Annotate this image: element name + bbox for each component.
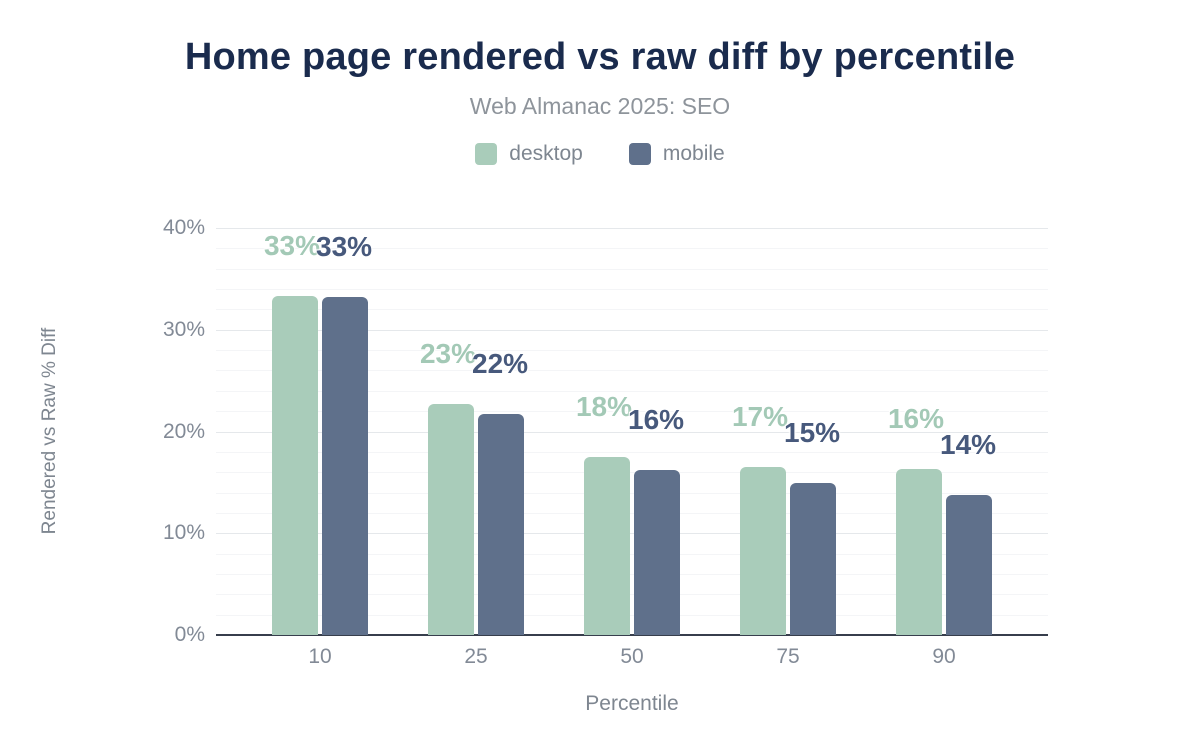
bar-label-desktop: 16% bbox=[887, 403, 944, 435]
bar-desktop[interactable] bbox=[896, 469, 942, 635]
gridline-minor bbox=[216, 553, 1048, 555]
bar-desktop[interactable] bbox=[584, 456, 630, 635]
bar-label-desktop: 17% bbox=[731, 401, 788, 433]
bar-label-mobile: 15% bbox=[784, 417, 841, 449]
desktop-swatch-icon bbox=[475, 143, 498, 165]
bar-label-desktop: 23% bbox=[419, 338, 476, 370]
bar-label-mobile: 14% bbox=[940, 428, 997, 460]
y-tick-label: 10% bbox=[162, 521, 205, 545]
gridline-minor bbox=[216, 370, 1048, 372]
gridline-minor bbox=[216, 309, 1048, 311]
x-axis-line bbox=[216, 634, 1048, 636]
y-tick-label: 30% bbox=[162, 317, 205, 341]
bar-label-mobile: 22% bbox=[472, 348, 529, 380]
gridline-minor bbox=[216, 614, 1048, 616]
bar-desktop[interactable] bbox=[428, 404, 474, 635]
gridline-major bbox=[216, 329, 1048, 331]
bar-desktop[interactable] bbox=[740, 467, 786, 635]
bar-mobile[interactable] bbox=[634, 470, 680, 635]
gridline-minor bbox=[216, 390, 1048, 392]
legend-label-mobile: mobile bbox=[662, 142, 725, 165]
gridline-minor bbox=[216, 248, 1048, 250]
gridline-minor bbox=[216, 472, 1048, 474]
y-tick-label: 40% bbox=[162, 216, 205, 239]
chart-subtitle: Web Almanac 2025: SEO bbox=[469, 93, 731, 119]
gridline-minor bbox=[216, 594, 1048, 596]
x-tick-label: 90 bbox=[932, 645, 956, 668]
x-tick-label: 25 bbox=[464, 645, 488, 668]
gridline-major bbox=[216, 431, 1048, 433]
y-tick-label: 20% bbox=[162, 419, 205, 443]
chart-title: Home page rendered vs raw diff by percen… bbox=[184, 36, 1016, 78]
bar-mobile[interactable] bbox=[790, 483, 836, 635]
bar-desktop[interactable] bbox=[272, 296, 318, 635]
bar-label-desktop: 33% bbox=[263, 230, 320, 262]
bar-label-desktop: 18% bbox=[575, 390, 632, 422]
x-axis-title: Percentile bbox=[585, 692, 679, 715]
x-tick-label: 75 bbox=[776, 645, 800, 668]
gridline-minor bbox=[216, 512, 1048, 514]
x-tick-label: 10 bbox=[308, 645, 332, 668]
y-tick-label: 0% bbox=[174, 623, 205, 646]
bar-mobile[interactable] bbox=[322, 297, 368, 635]
gridline-minor bbox=[216, 451, 1048, 453]
gridline-minor bbox=[216, 492, 1048, 494]
gridline-minor bbox=[216, 411, 1048, 413]
legend-item-mobile[interactable]: mobile bbox=[628, 142, 725, 166]
bar-mobile[interactable] bbox=[478, 414, 524, 635]
gridline-minor bbox=[216, 268, 1048, 270]
gridline-minor bbox=[216, 573, 1048, 575]
chart-legend: desktop mobile bbox=[0, 142, 1200, 166]
bar-label-mobile: 33% bbox=[316, 231, 373, 263]
gridline-major bbox=[216, 228, 1048, 229]
gridline-minor bbox=[216, 289, 1048, 291]
gridline-major bbox=[216, 533, 1048, 535]
legend-item-desktop[interactable]: desktop bbox=[475, 142, 583, 166]
y-axis-title: Rendered vs Raw % Diff bbox=[39, 327, 60, 535]
bar-label-mobile: 16% bbox=[628, 404, 685, 436]
bar-mobile[interactable] bbox=[946, 494, 992, 635]
legend-label-desktop: desktop bbox=[509, 142, 583, 165]
gridline-minor bbox=[216, 350, 1048, 352]
mobile-swatch-icon bbox=[628, 143, 651, 165]
x-tick-label: 50 bbox=[620, 645, 644, 668]
